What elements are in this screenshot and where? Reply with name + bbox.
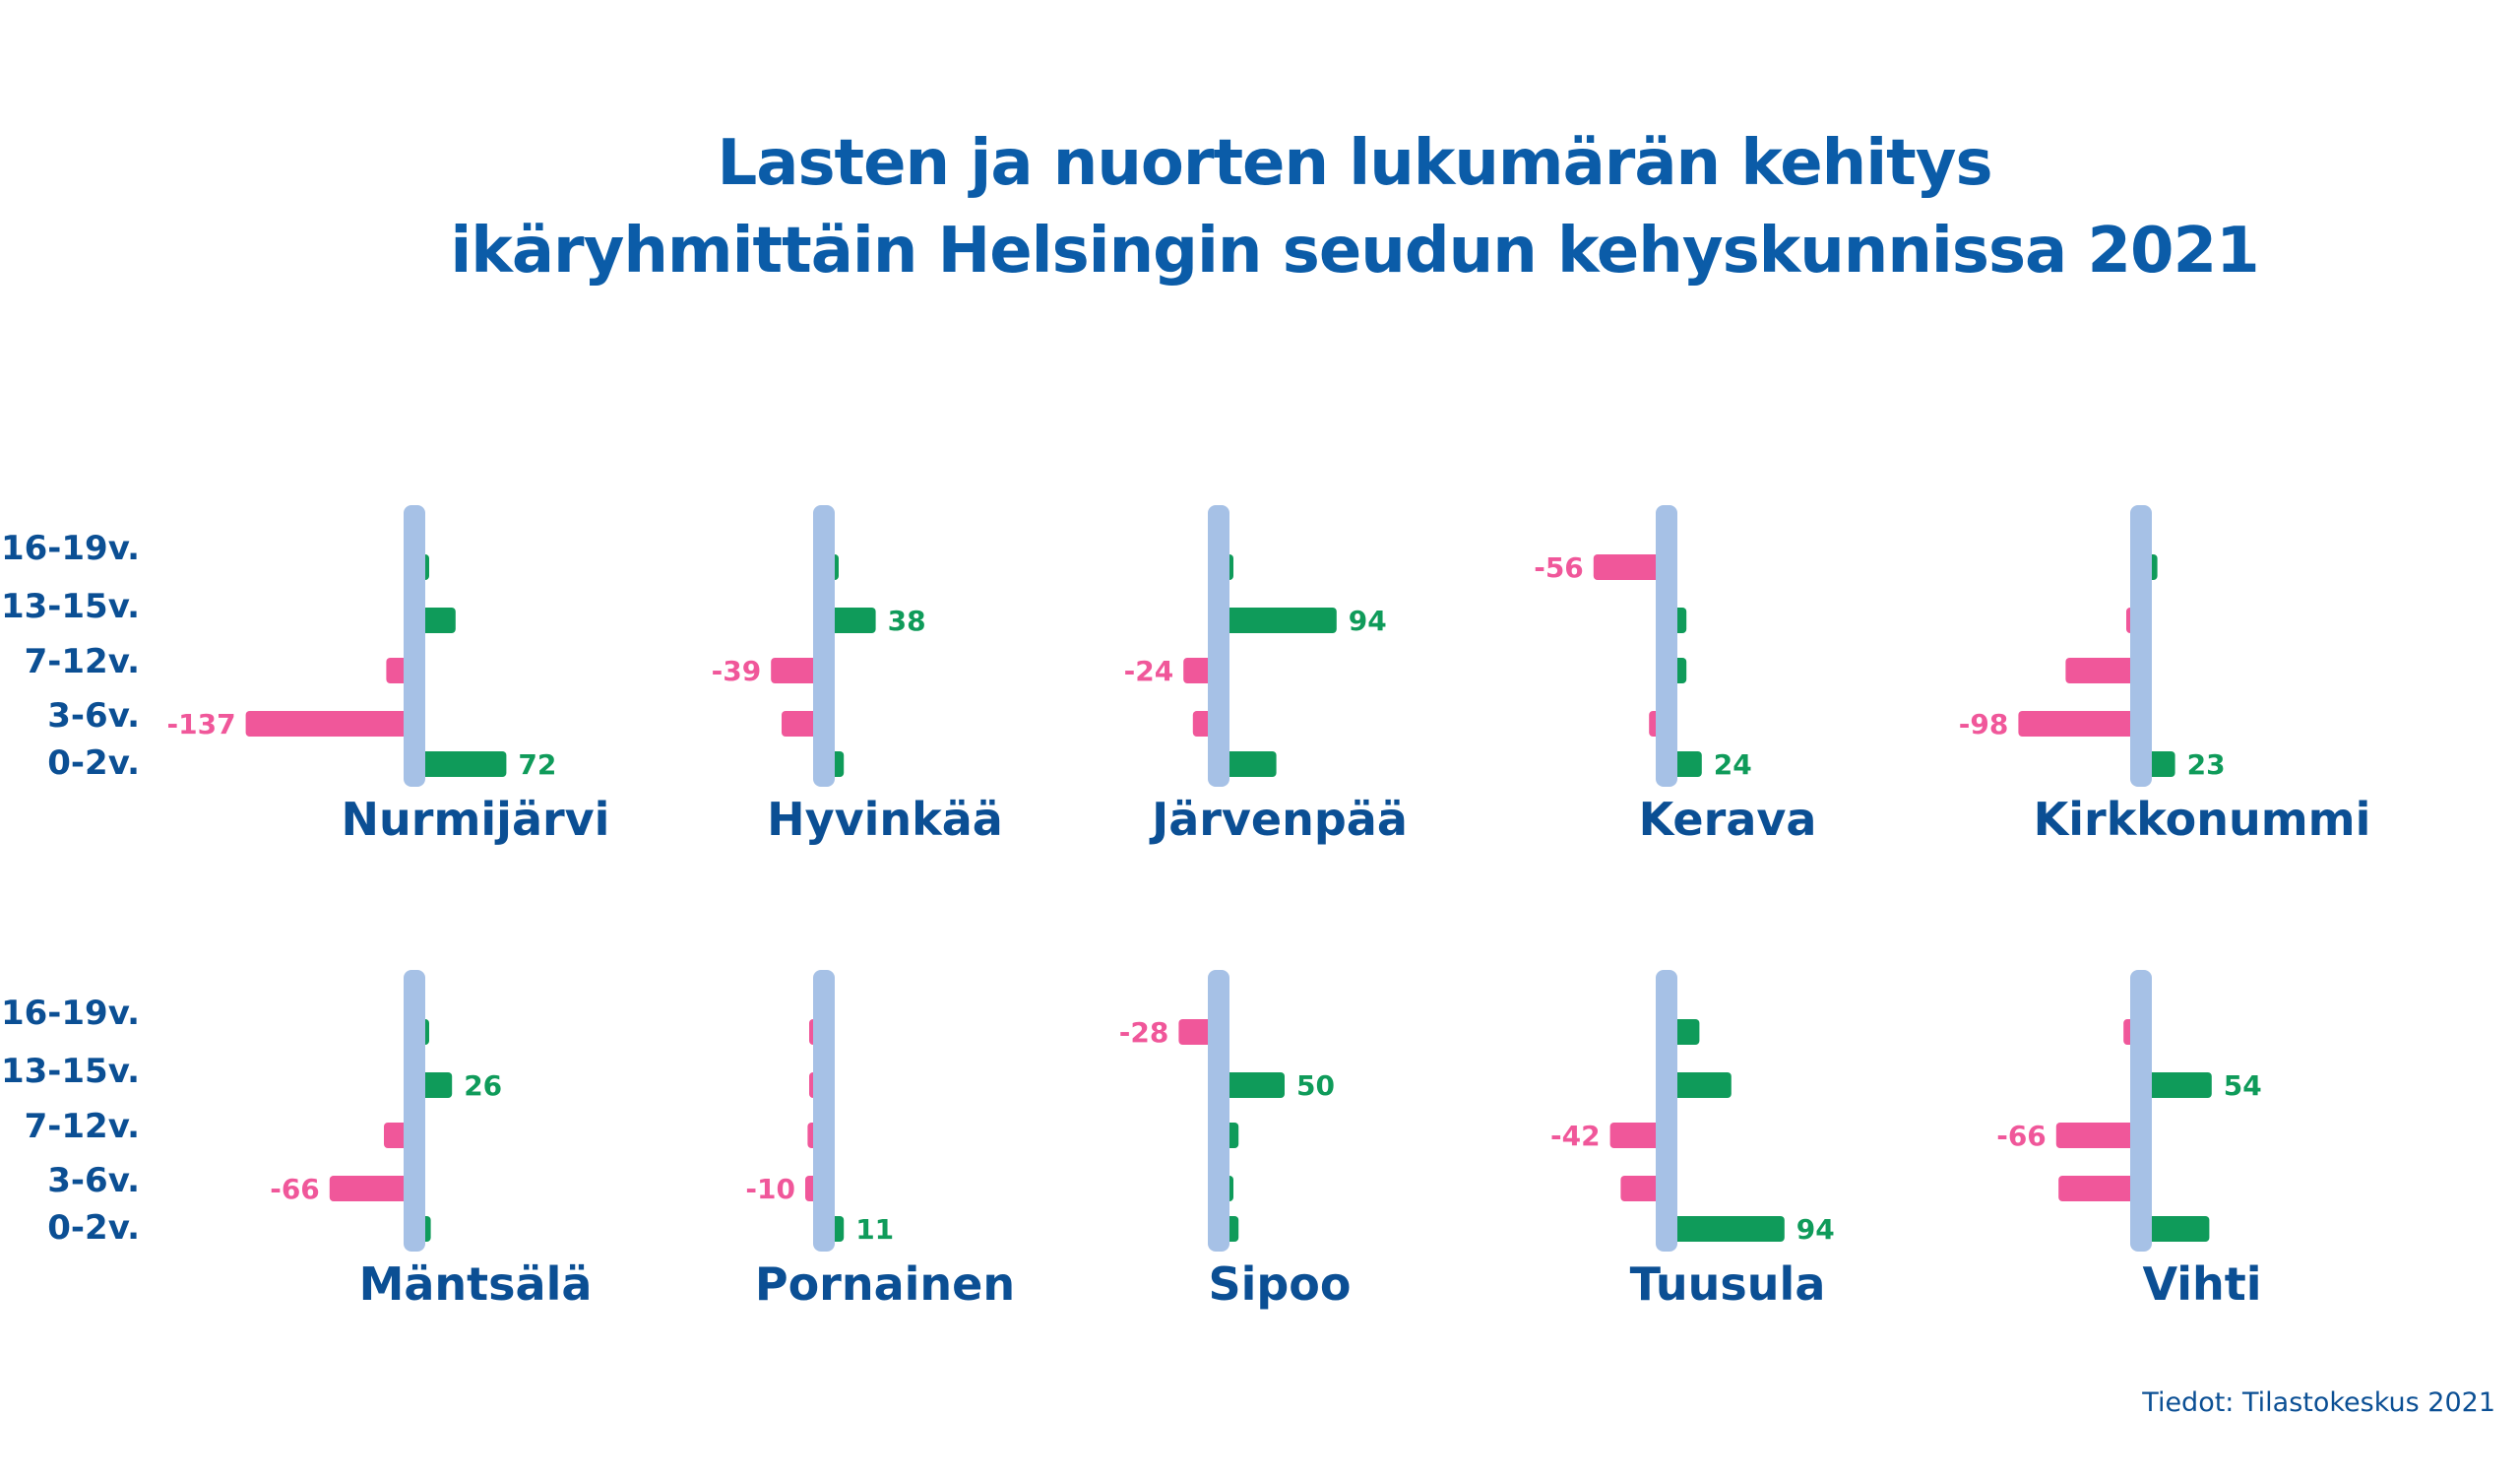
data-label: 24 xyxy=(1714,748,1752,781)
zero-axis xyxy=(404,970,425,1252)
age-group-label: 7-12v. xyxy=(25,642,140,681)
bar xyxy=(421,608,456,633)
bar xyxy=(2148,751,2175,777)
bar xyxy=(1178,1019,1212,1045)
data-label: -24 xyxy=(1124,655,1174,687)
zero-axis xyxy=(404,505,425,787)
zero-axis xyxy=(813,505,835,787)
municipality-label: Mäntsälä xyxy=(359,1257,593,1311)
bar xyxy=(1226,1072,1285,1098)
bar xyxy=(1192,711,1212,737)
municipality-label: Tuusula xyxy=(1630,1257,1826,1311)
chart-title-line-2: ikäryhmittäin Helsingin seudun kehyskunn… xyxy=(450,215,2258,288)
age-group-label: 7-12v. xyxy=(25,1107,140,1146)
bar xyxy=(1673,751,1702,777)
municipality-label: Sipoo xyxy=(1208,1257,1351,1311)
data-label: 26 xyxy=(464,1069,502,1102)
panel-järvenpää: 94 -24 Järvenpää xyxy=(1124,505,1408,846)
bar xyxy=(421,1072,453,1098)
bar xyxy=(1620,1176,1660,1201)
bar xyxy=(386,658,408,683)
bar xyxy=(1673,1072,1732,1098)
panel-vihti: 54 -66 Vihti xyxy=(1996,970,2262,1311)
municipality-label: Nurmijärvi xyxy=(342,793,610,846)
municipality-label: Kirkkonummi xyxy=(2034,793,2371,846)
data-label: 23 xyxy=(2187,748,2226,781)
zero-axis xyxy=(813,970,835,1252)
age-group-label: 13-15v. xyxy=(1,1052,140,1091)
data-label: -42 xyxy=(1550,1120,1601,1152)
bar xyxy=(2058,1176,2134,1201)
data-label: -98 xyxy=(1959,708,2009,740)
municipality-label: Vihti xyxy=(2142,1257,2261,1311)
age-group-label: 0-2v. xyxy=(47,743,140,783)
panel-tuusula: -42 94 Tuusula xyxy=(1550,970,1835,1311)
panel-mäntsälä: 26 -66 Mäntsälä xyxy=(270,970,592,1311)
data-label: 11 xyxy=(855,1213,894,1246)
data-label: -66 xyxy=(1996,1120,2047,1152)
data-label: 50 xyxy=(1296,1069,1335,1102)
data-label: -56 xyxy=(1534,551,1584,584)
bar xyxy=(2055,1123,2134,1148)
zero-axis xyxy=(1208,970,1229,1252)
bar xyxy=(2148,1072,2212,1098)
bar xyxy=(1593,554,1660,580)
data-label: 94 xyxy=(1349,605,1387,637)
data-label: 72 xyxy=(518,748,556,781)
data-label: -66 xyxy=(270,1173,320,1205)
data-label: -10 xyxy=(745,1173,795,1205)
municipality-label: Järvenpää xyxy=(1149,793,1408,846)
bar xyxy=(1226,751,1277,777)
panel-hyvinkää: 38 -39 Hyvinkää xyxy=(712,505,1003,846)
age-group-label: 16-19v. xyxy=(1,994,140,1033)
bar xyxy=(2018,711,2134,737)
panel-kirkkonummi: -98 23 Kirkkonummi xyxy=(1959,505,2371,846)
bar xyxy=(1673,1216,1785,1242)
zero-axis xyxy=(1656,970,1677,1252)
data-label: 94 xyxy=(1796,1213,1835,1246)
zero-axis xyxy=(1656,505,1677,787)
age-group-label: 13-15v. xyxy=(1,587,140,626)
data-label: -39 xyxy=(712,655,762,687)
data-label: 54 xyxy=(2224,1069,2262,1102)
municipality-label: Hyvinkää xyxy=(767,793,1003,846)
bar xyxy=(2148,1216,2210,1242)
bar xyxy=(831,608,876,633)
municipality-label: Kerava xyxy=(1639,793,1817,846)
age-group-label: 3-6v. xyxy=(47,1161,140,1200)
bar xyxy=(771,658,817,683)
bar xyxy=(1183,658,1212,683)
age-group-label: 16-19v. xyxy=(1,529,140,568)
bar xyxy=(329,1176,408,1201)
zero-axis xyxy=(1208,505,1229,787)
bar xyxy=(782,711,817,737)
data-label: -28 xyxy=(1119,1016,1169,1049)
panel-pornainen: -10 11 Pornainen xyxy=(745,970,1015,1311)
zero-axis xyxy=(2130,970,2152,1252)
bar xyxy=(421,751,507,777)
source-note: Tiedot: Tilastokeskus 2021 xyxy=(2141,1387,2495,1418)
municipality-label: Pornainen xyxy=(755,1257,1015,1311)
panel-kerava: -56 24 Kerava xyxy=(1534,505,1816,846)
panel-nurmijärvi: -137 72 Nurmijärvi xyxy=(167,505,610,846)
bar xyxy=(1609,1123,1660,1148)
panel-sipoo: -28 50 Sipoo xyxy=(1119,970,1352,1311)
data-label: -137 xyxy=(167,708,236,740)
age-group-label: 3-6v. xyxy=(47,696,140,736)
bar xyxy=(245,711,408,737)
chart-panels: 16-19v. 13-15v. 7-12v. 3-6v. 0-2v. 16-19v. 13-… xyxy=(1,505,2370,1311)
data-label: 38 xyxy=(888,605,926,637)
bar xyxy=(384,1123,408,1148)
chart-title-line-1: Lasten ja nuorten lukumärän kehitys xyxy=(717,127,1991,200)
age-group-label: 0-2v. xyxy=(47,1208,140,1248)
zero-axis xyxy=(2130,505,2152,787)
bar xyxy=(1673,1019,1700,1045)
bar xyxy=(2065,658,2134,683)
bar xyxy=(1226,608,1337,633)
